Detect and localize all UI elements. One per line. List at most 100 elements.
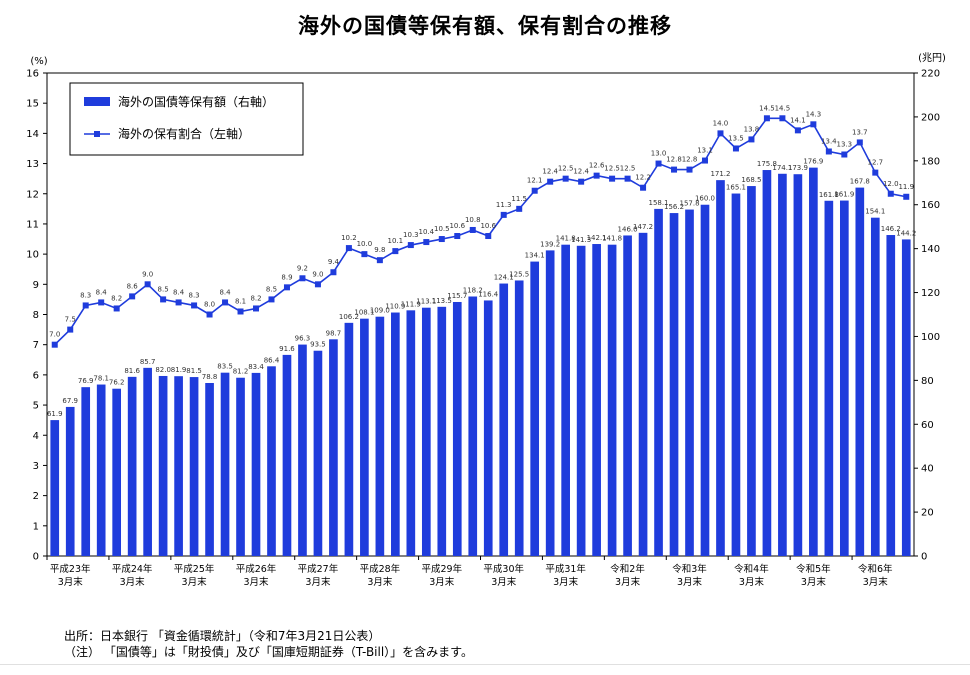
- bar-value-label: 154.1: [865, 208, 885, 216]
- share-point: [407, 242, 414, 249]
- x-tick-label: 平成29年: [421, 563, 462, 575]
- legend-bar-label: 海外の国債等保有額（右軸）: [118, 94, 274, 109]
- x-tick-label: 令和5年: [796, 563, 831, 575]
- bar-value-label: 134.1: [525, 252, 545, 260]
- bar-value-label: 125.5: [509, 270, 529, 278]
- share-value-label: 8.6: [127, 282, 139, 290]
- bar: [282, 354, 292, 556]
- bar-value-label: 142.1: [587, 234, 607, 242]
- bar-value-label: 113.1: [416, 298, 436, 306]
- bar-value-label: 141.8: [602, 235, 622, 243]
- bar-value-label: 78.1: [93, 375, 109, 383]
- share-point: [763, 115, 770, 122]
- bar-value-label: 144.2: [896, 229, 916, 237]
- x-tick-label-sub: 3月末: [739, 576, 765, 588]
- x-tick-label-sub: 3月末: [182, 576, 208, 588]
- bar: [158, 375, 168, 556]
- share-value-label: 8.3: [80, 291, 91, 299]
- bar: [623, 235, 632, 557]
- left-tick-label: 12: [26, 189, 39, 200]
- bar-value-label: 82.0: [155, 366, 171, 374]
- bar: [576, 245, 586, 556]
- bar: [127, 376, 137, 556]
- bar-value-label: 124.1: [494, 274, 514, 282]
- share-point: [903, 193, 910, 200]
- bar-value-label: 81.2: [233, 368, 249, 376]
- bar-value-label: 85.7: [140, 358, 156, 366]
- x-tick-label-sub: 3月末: [429, 576, 455, 588]
- share-point: [67, 326, 74, 333]
- bar: [143, 367, 152, 556]
- line-labels-layer: 7.07.58.3 8.48.28.69.08.5 8.4 8.38.08.48.1 8…: [49, 104, 914, 338]
- share-value-label: 8.4: [219, 288, 231, 296]
- bar-value-label: 98.7: [326, 329, 342, 337]
- bar: [762, 170, 772, 556]
- share-point: [794, 127, 801, 134]
- share-point: [500, 211, 507, 218]
- x-tick-label: 平成27年: [298, 563, 339, 575]
- share-value-label: 13.4: [821, 137, 837, 145]
- share-value-label: 7.5: [65, 316, 76, 324]
- bar-value-label: 91.6: [279, 345, 295, 353]
- x-tick-label: 平成24年: [112, 563, 153, 575]
- left-tick-label: 0: [33, 552, 39, 563]
- bar-value-label: 146.2: [881, 225, 901, 233]
- left-tick-label: 1: [33, 521, 39, 532]
- bar: [437, 306, 447, 556]
- x-tick-label-sub: 3月末: [553, 576, 579, 588]
- x-tick-label-sub: 3月末: [305, 576, 331, 588]
- x-tick-label: 令和2年: [610, 563, 645, 575]
- right-tick-label: 200: [921, 112, 940, 123]
- bar: [483, 300, 493, 556]
- x-tick-label: 令和6年: [858, 563, 893, 575]
- share-point: [392, 248, 399, 255]
- left-tick-label: 8: [33, 310, 39, 321]
- share-value-label: 12.4: [542, 168, 558, 176]
- bars-layer: [50, 167, 911, 557]
- share-value-label: 10.0: [357, 240, 373, 248]
- bar: [65, 406, 75, 556]
- share-point: [361, 251, 368, 258]
- share-point: [268, 296, 275, 303]
- bar-value-label: 147.2: [633, 223, 653, 231]
- share-point: [578, 178, 585, 185]
- bar-value-label: 161.9: [834, 191, 854, 199]
- share-point: [253, 305, 260, 312]
- bar-value-label: 157.8: [679, 200, 699, 208]
- share-value-label: 9.0: [312, 270, 323, 278]
- bar-value-label: 165.1: [726, 184, 746, 192]
- bar: [669, 213, 679, 556]
- share-value-label: 14.5: [775, 104, 791, 112]
- x-tick-label: 平成31年: [545, 563, 586, 575]
- bar: [112, 388, 122, 556]
- chart-title: 海外の国債等保有額、保有割合の推移: [298, 14, 672, 38]
- share-value-label: 12.5: [558, 165, 574, 173]
- bar-value-label: 109.0: [370, 307, 390, 315]
- bar: [824, 200, 834, 556]
- right-tick-label: 180: [921, 156, 940, 167]
- bar: [468, 296, 478, 556]
- x-tick-label-sub: 3月末: [58, 576, 84, 588]
- share-point: [732, 145, 739, 152]
- share-point: [640, 184, 647, 191]
- share-point: [810, 121, 817, 128]
- axes-layer: 0123456789101112131415160204060801001201…: [26, 52, 946, 588]
- share-point: [779, 115, 786, 122]
- share-value-label: 14.3: [806, 110, 822, 118]
- share-value-label: 14.0: [713, 119, 729, 127]
- bar: [716, 180, 725, 556]
- left-tick-label: 9: [33, 280, 39, 291]
- share-value-label: 9.4: [328, 258, 340, 266]
- share-value-label: 9.8: [374, 246, 385, 254]
- share-value-label: 12.5: [620, 165, 636, 173]
- bar-value-label: 160.0: [695, 195, 715, 203]
- right-tick-label: 120: [921, 288, 940, 299]
- bar: [793, 174, 803, 556]
- bar: [700, 204, 710, 556]
- share-value-label: 13.8: [744, 125, 760, 133]
- share-point: [686, 166, 693, 173]
- share-value-label: 12.2: [635, 174, 651, 182]
- bar-value-label: 76.9: [78, 377, 94, 385]
- bar: [406, 310, 416, 556]
